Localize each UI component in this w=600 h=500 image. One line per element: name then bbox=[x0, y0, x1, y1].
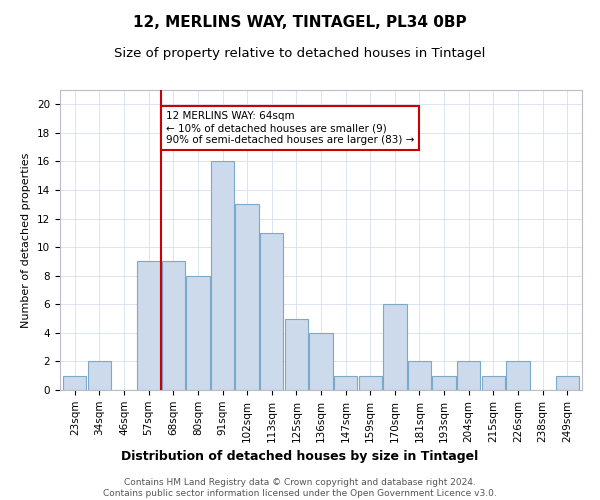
Bar bbox=[310, 333, 332, 390]
Bar bbox=[506, 362, 530, 390]
Bar bbox=[408, 362, 431, 390]
Bar bbox=[235, 204, 259, 390]
Text: Size of property relative to detached houses in Tintagel: Size of property relative to detached ho… bbox=[115, 48, 485, 60]
Text: Distribution of detached houses by size in Tintagel: Distribution of detached houses by size … bbox=[121, 450, 479, 463]
Bar bbox=[556, 376, 579, 390]
Bar bbox=[433, 376, 456, 390]
Bar bbox=[88, 362, 111, 390]
Y-axis label: Number of detached properties: Number of detached properties bbox=[22, 152, 31, 328]
Text: Contains HM Land Registry data © Crown copyright and database right 2024.
Contai: Contains HM Land Registry data © Crown c… bbox=[103, 478, 497, 498]
Bar bbox=[161, 262, 185, 390]
Text: 12 MERLINS WAY: 64sqm
← 10% of detached houses are smaller (9)
90% of semi-detac: 12 MERLINS WAY: 64sqm ← 10% of detached … bbox=[166, 112, 414, 144]
Bar bbox=[186, 276, 209, 390]
Bar bbox=[482, 376, 505, 390]
Bar bbox=[284, 318, 308, 390]
Bar bbox=[334, 376, 358, 390]
Bar bbox=[457, 362, 481, 390]
Bar bbox=[137, 262, 160, 390]
Bar bbox=[260, 233, 283, 390]
Bar bbox=[359, 376, 382, 390]
Bar bbox=[63, 376, 86, 390]
Text: 12, MERLINS WAY, TINTAGEL, PL34 0BP: 12, MERLINS WAY, TINTAGEL, PL34 0BP bbox=[133, 15, 467, 30]
Bar bbox=[383, 304, 407, 390]
Bar bbox=[211, 162, 234, 390]
